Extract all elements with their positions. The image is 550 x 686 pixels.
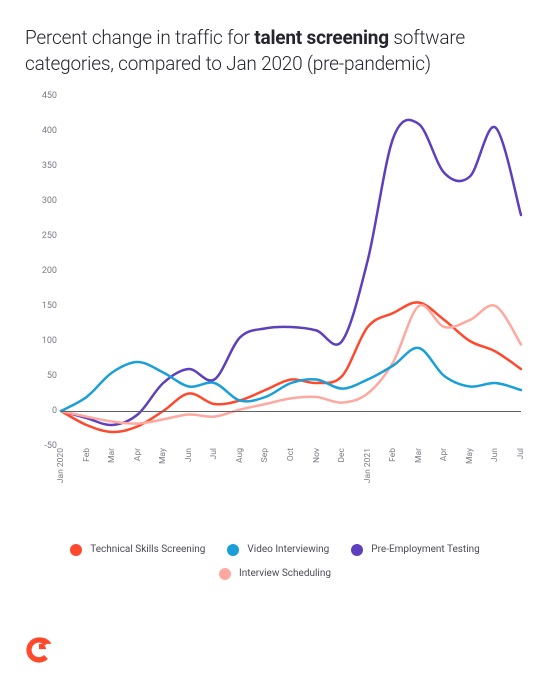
y-tick-label: 450 [31, 91, 57, 101]
y-tick-label: 100 [31, 336, 57, 346]
plot-area [61, 96, 521, 446]
x-axis: Jan 2020FebMarAprMayJunJulAugSepOctNovDe… [61, 448, 521, 500]
x-tick-label: Feb [82, 448, 92, 462]
y-tick-label: 350 [31, 161, 57, 171]
x-tick-label: Nov [312, 448, 322, 463]
y-tick-label: 0 [31, 406, 57, 416]
x-tick-label: Mar [414, 448, 424, 463]
legend-item-video_interviewing: Video Interviewing [227, 541, 329, 559]
zero-baseline [61, 411, 521, 412]
x-tick-label: Apr [439, 448, 449, 461]
x-tick-label: May [465, 448, 475, 464]
x-tick-label: Mar [107, 448, 117, 463]
x-tick-label: May [158, 448, 168, 464]
x-tick-label: Feb [388, 448, 398, 462]
y-tick-label: -50 [31, 441, 57, 451]
title-pre: Percent change in traffic for [25, 26, 254, 49]
x-tick-label: Jan 2021 [363, 448, 373, 483]
x-tick-label: Dec [337, 448, 347, 463]
chart-title: Percent change in traffic for talent scr… [25, 25, 525, 76]
x-tick-label: Jun [490, 448, 500, 462]
x-tick-label: Oct [286, 448, 296, 461]
y-tick-label: 400 [31, 126, 57, 136]
legend-label: Interview Scheduling [239, 565, 331, 583]
x-tick-label: Jun [184, 448, 194, 462]
y-tick-label: 250 [31, 231, 57, 241]
legend-label: Pre-Employment Testing [371, 541, 479, 559]
legend: Technical Skills Screening Video Intervie… [25, 541, 525, 583]
y-tick-label: 200 [31, 266, 57, 276]
legend-swatch-icon [219, 568, 231, 580]
legend-swatch-icon [227, 544, 239, 556]
legend-item-pre_employment_testing: Pre-Employment Testing [351, 541, 479, 559]
g2-logo-icon [25, 636, 53, 664]
y-tick-label: 50 [31, 371, 57, 381]
x-tick-label: Jul [209, 448, 219, 459]
x-tick-label: Sep [260, 448, 270, 462]
title-bold: talent screening [254, 26, 389, 49]
line-chart: -50050100150200250300350400450 Jan 2020F… [25, 96, 525, 476]
x-tick-label: Jul [516, 448, 526, 459]
legend-swatch-icon [351, 544, 363, 556]
y-tick-label: 300 [31, 196, 57, 206]
y-axis: -50050100150200250300350400450 [25, 96, 61, 446]
x-tick-label: Apr [133, 448, 143, 461]
legend-label: Video Interviewing [247, 541, 329, 559]
series-technical_skills_screening [61, 303, 521, 433]
legend-label: Technical Skills Screening [90, 541, 205, 559]
legend-item-interview_scheduling: Interview Scheduling [219, 565, 331, 583]
series-svg [61, 96, 521, 446]
x-tick-label: Jan 2020 [56, 448, 66, 483]
legend-swatch-icon [70, 544, 82, 556]
x-tick-label: Aug [235, 448, 245, 463]
legend-item-technical_skills_screening: Technical Skills Screening [70, 541, 205, 559]
g2-logo-path [26, 637, 51, 662]
y-tick-label: 150 [31, 301, 57, 311]
